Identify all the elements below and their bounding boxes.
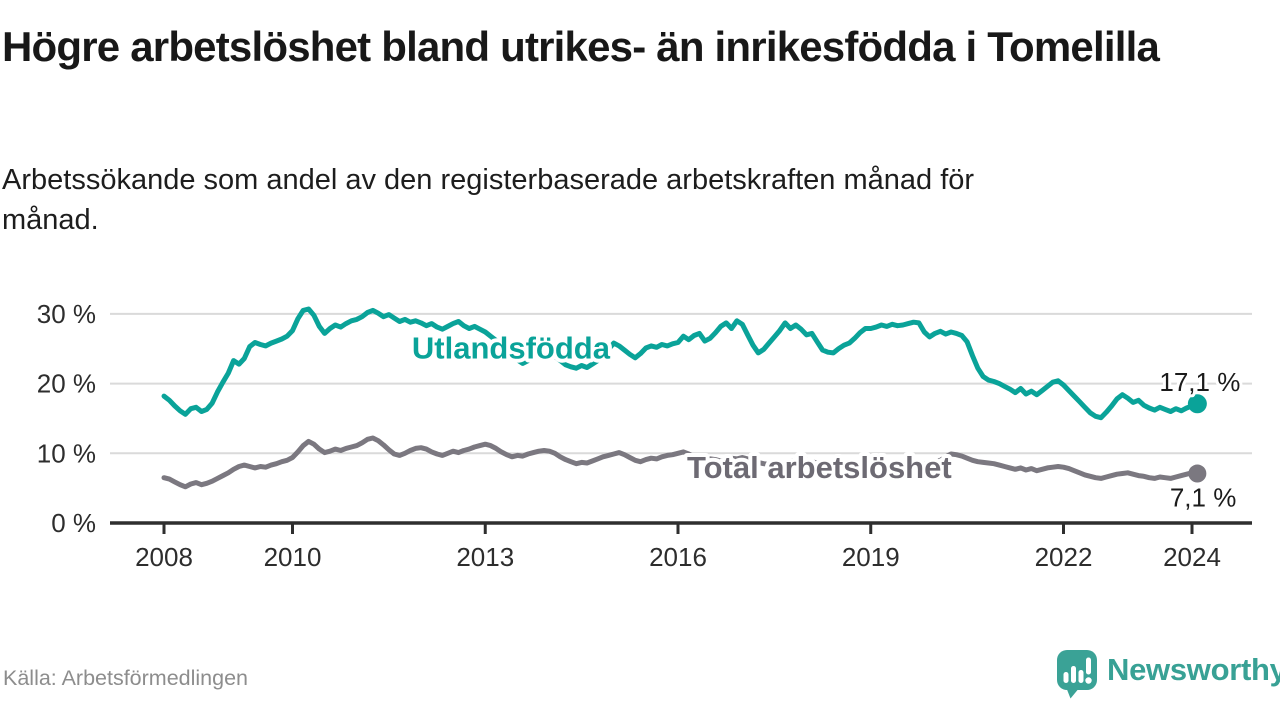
series-end-value-utlandsfodda: 17,1 %	[1159, 367, 1240, 397]
y-tick-label: 0 %	[51, 508, 96, 538]
x-tick-label: 2010	[264, 542, 322, 572]
series-line-utlandsfodda	[161, 306, 1200, 421]
newsworthy-logo-icon	[1057, 650, 1097, 699]
source-text: Källa: Arbetsförmedlingen	[3, 666, 249, 690]
page-title: Högre arbetslöshet bland utrikes- än inr…	[2, 23, 1160, 70]
series-end-dot-total	[1188, 464, 1207, 483]
x-tick-label: 2022	[1035, 542, 1093, 572]
series-line-total	[161, 435, 1200, 490]
series-label-total: Total arbetslöshet	[687, 450, 952, 485]
page-subtitle: Arbetssökande som andel av den registerb…	[2, 164, 975, 237]
x-tick-label: 2008	[135, 542, 193, 572]
y-tick-label: 20 %	[37, 369, 96, 399]
x-tick-label: 2019	[842, 542, 900, 572]
y-tick-label: 30 %	[37, 299, 96, 329]
y-tick-label: 10 %	[37, 438, 96, 468]
x-tick-label: 2013	[456, 542, 514, 572]
newsworthy-wordmark: Newsworthy	[1107, 652, 1280, 687]
series-label-utlandsfodda: Utlandsfödda	[412, 330, 611, 365]
x-tick-label: 2024	[1163, 542, 1221, 572]
series-end-value-total: 7,1 %	[1170, 483, 1237, 513]
x-tick-label: 2016	[649, 542, 707, 572]
series-end-dot-utlandsfodda	[1187, 394, 1207, 414]
newsworthy-logo: Newsworthy	[1056, 649, 1280, 699]
